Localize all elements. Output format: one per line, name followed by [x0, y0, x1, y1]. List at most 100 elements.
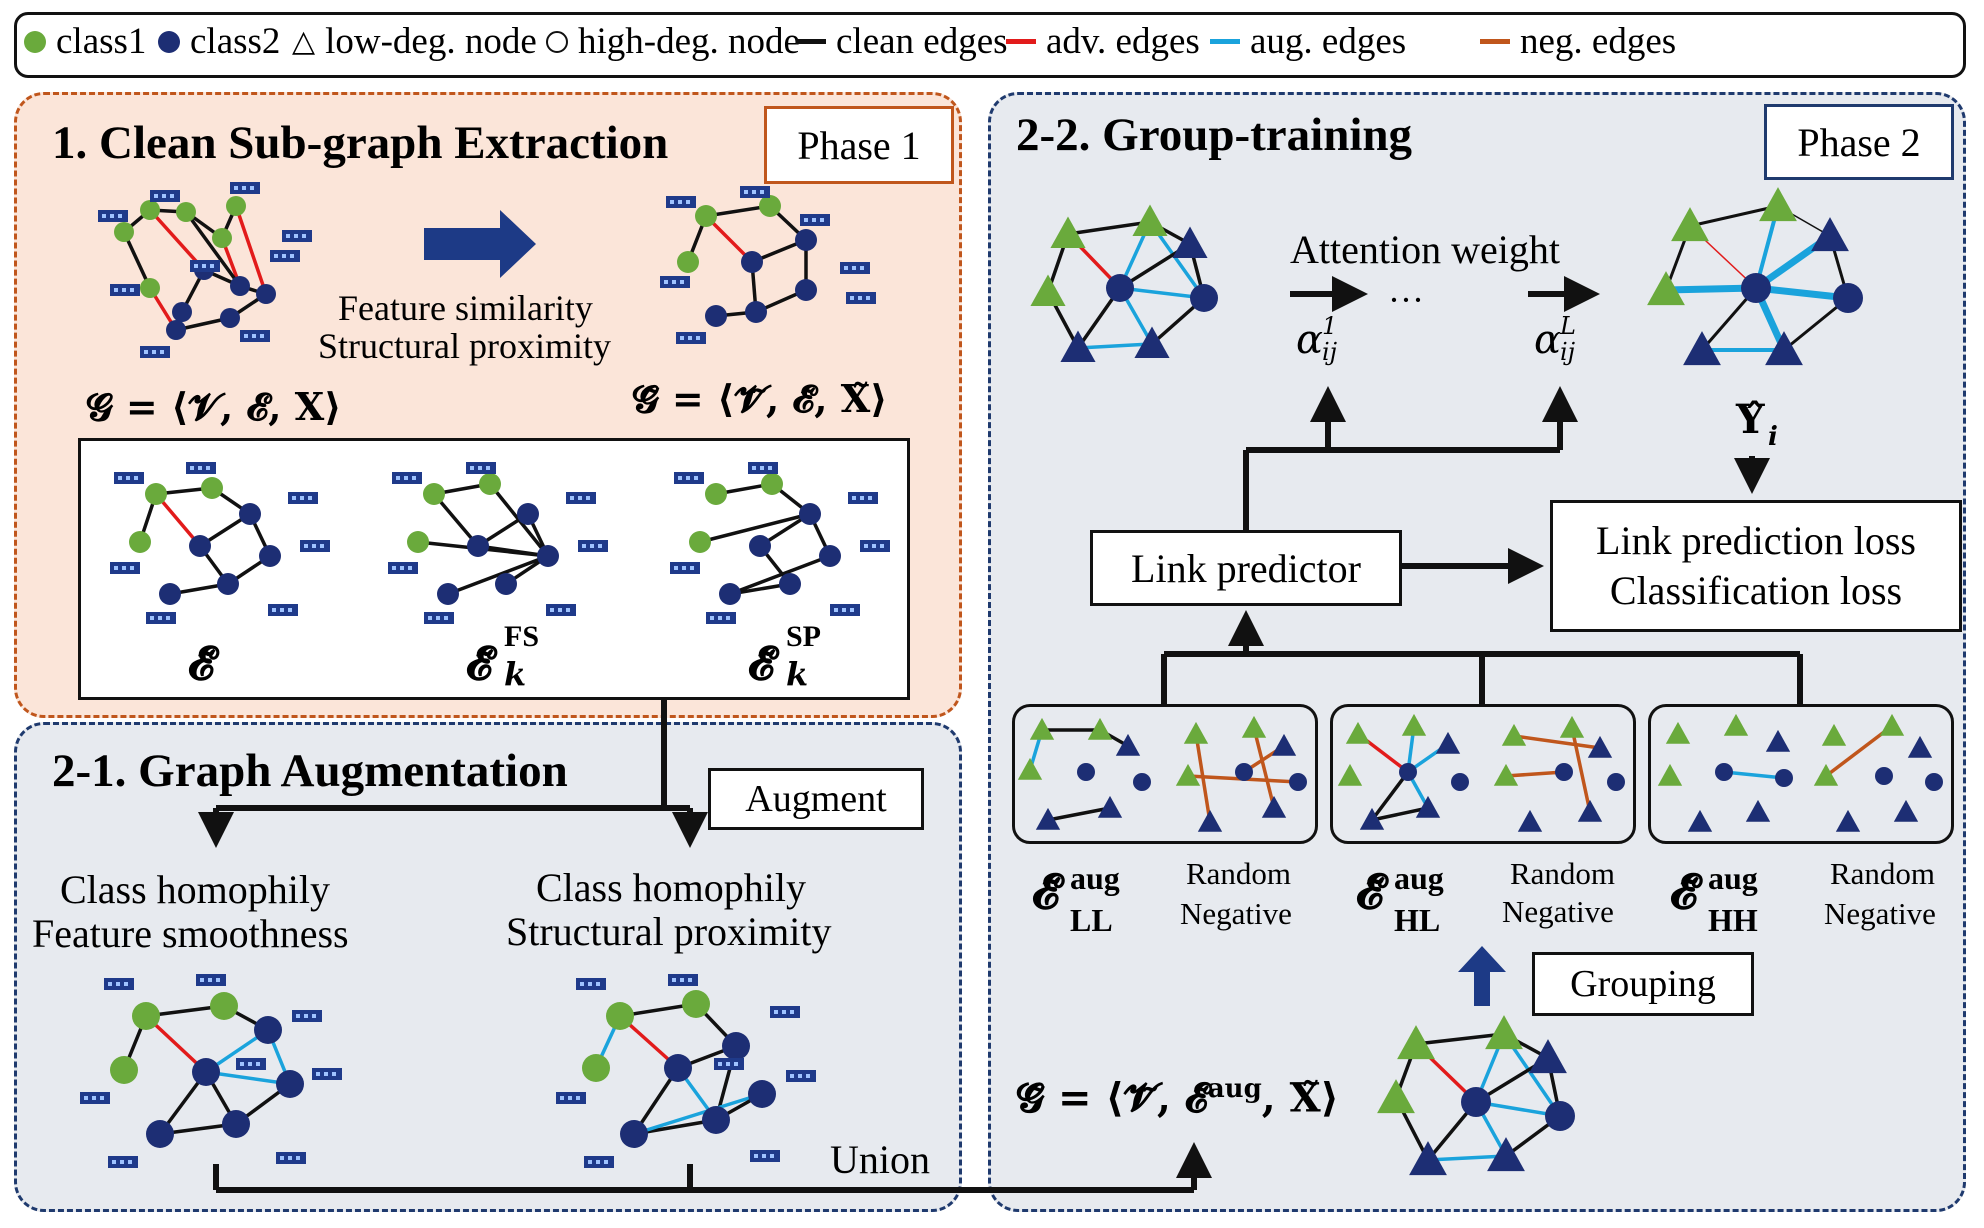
prediction-yhat: 𝐘̂: [1736, 396, 1765, 443]
feature-vector-icon: [670, 562, 700, 574]
big-process-arrow: [424, 210, 536, 278]
triangle-outline-icon: △: [292, 25, 316, 58]
class2-low-deg-node: [1261, 795, 1287, 818]
classification-loss-label: Classification loss: [1609, 568, 1903, 613]
aug-edge: [1755, 284, 1849, 302]
hh-sub: HH: [1708, 902, 1758, 938]
legend-aug: aug. edges: [1210, 20, 1406, 63]
adv-edge: [234, 205, 268, 295]
feature-vector-icon: [714, 1058, 744, 1070]
class2-low-deg-node: [1811, 217, 1849, 252]
class2-node: [1289, 773, 1307, 791]
class2-low-deg-node: [1487, 1137, 1525, 1172]
clean-edge: [1371, 806, 1429, 822]
class2-node: [259, 545, 281, 567]
aug-structural-graph: [556, 974, 816, 1168]
class1-low-deg-node: [1647, 271, 1685, 306]
legend-low-deg-label: low-deg. node: [325, 21, 537, 62]
feature-vector-icon: [860, 540, 890, 552]
feature-vector-icon: [230, 182, 260, 194]
legend-class1: class1: [24, 20, 146, 63]
class2-low-deg-node: [1134, 326, 1170, 359]
aug-edge: [1427, 1154, 1507, 1162]
feature-vector-icon: [98, 210, 128, 222]
legend-adv-label: adv. edges: [1046, 21, 1200, 62]
legend-class2-label: class2: [190, 21, 281, 62]
legend-neg: neg. edges: [1480, 20, 1676, 63]
neg-edge: [1252, 727, 1276, 809]
class2-node: [1607, 773, 1625, 791]
feature-vector-icon: [114, 472, 144, 484]
feature-vector-icon: [292, 1010, 322, 1022]
clean-edge: [122, 231, 152, 289]
class1-low-deg-node: [1821, 723, 1847, 746]
feature-vector-icon: [236, 1058, 266, 1070]
group-hh-content: [1657, 713, 1943, 832]
augmented-graph-aug-sup: aug: [1207, 1074, 1262, 1104]
augmented-graph-tail: , 𝐗̃⟩: [1261, 1074, 1339, 1122]
feature-vector-icon: [668, 974, 698, 986]
class2-node: [467, 535, 489, 557]
class2-low-deg-node: [1197, 809, 1223, 832]
class2-node: [1077, 763, 1095, 781]
class2-node: [222, 1110, 250, 1138]
fs-edge-set-label: 𝓔̃: [466, 640, 492, 686]
clean-edge: [1415, 1032, 1505, 1046]
legend-clean: clean edges: [796, 20, 1008, 63]
class1-low-deg-node: [1813, 763, 1839, 786]
legend-class2: class2: [158, 20, 280, 63]
fs-edge-symbol: 𝓔̃: [466, 636, 493, 690]
class1-low-deg-node: [1723, 713, 1749, 736]
hl-aug-sup: aug: [1394, 860, 1444, 896]
class2-node: [702, 1106, 730, 1134]
feature-vector-icon: [108, 1156, 138, 1168]
class2-low-deg-node: [1035, 807, 1061, 830]
class2-node: [1106, 274, 1134, 302]
class2-node: [745, 301, 767, 323]
class1-node: [132, 1002, 160, 1030]
grouping-box: Grouping: [1532, 952, 1754, 1016]
class2-node: [495, 573, 517, 595]
class1-low-deg-node: [1241, 715, 1267, 738]
feature-vector-icon: [140, 346, 170, 358]
ellipsis-label: ···: [1388, 280, 1424, 320]
clean-graph: [660, 186, 876, 344]
class1-low-deg-node: [1671, 207, 1709, 242]
class2-node: [537, 545, 559, 567]
ll-aug-sup: aug: [1070, 860, 1120, 896]
class2-node: [1715, 763, 1733, 781]
aug-edge: [1119, 286, 1205, 300]
sp-subscript: k: [786, 655, 809, 693]
class2-node: [230, 276, 250, 296]
class1-node: [140, 278, 160, 298]
class2-low-deg-node: [1765, 729, 1791, 752]
class2-low-deg-node: [1415, 795, 1441, 818]
class2-node: [748, 1080, 776, 1108]
feature-vector-icon: [240, 330, 270, 342]
feature-vector-icon: [150, 190, 180, 202]
feature-vector-icon: [186, 462, 216, 474]
neg-edge: [1194, 733, 1212, 823]
class1-low-deg-node: [1175, 763, 1201, 786]
class1-low-deg-node: [1087, 717, 1113, 740]
clean-edge: [1689, 204, 1779, 228]
clean-edge: [184, 210, 242, 288]
clean-edge: [432, 492, 480, 548]
union-label: Union: [830, 1137, 930, 1182]
class1-low-deg-node: [1559, 715, 1585, 738]
class2-node: [146, 1120, 174, 1148]
class2-low-deg-node: [1271, 733, 1297, 756]
feature-vector-icon: [300, 540, 330, 552]
adv-edge-swatch-icon: [1006, 39, 1036, 44]
class2-node: [795, 229, 817, 251]
legend-aug-label: aug. edges: [1250, 21, 1407, 62]
feature-vector-icon: [676, 332, 706, 344]
class2-node: [664, 1054, 692, 1082]
alpha-last-sup: L: [1560, 312, 1576, 340]
class1-node: [689, 531, 711, 553]
class1-node: [210, 992, 238, 1020]
feature-vector-icon: [674, 472, 704, 484]
class1-low-deg-node: [1493, 763, 1519, 786]
feature-vector-icon: [666, 196, 696, 208]
feature-vector-icon: [660, 276, 690, 288]
